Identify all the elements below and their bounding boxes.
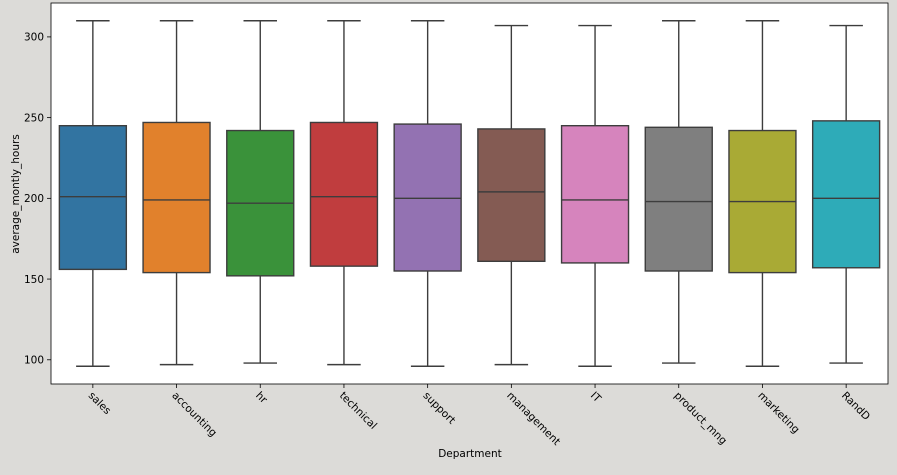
y-tick-label: 300 bbox=[24, 32, 44, 44]
x-axis-label: Department bbox=[438, 448, 502, 460]
y-tick-label: 200 bbox=[24, 193, 44, 205]
x-tick-label: hr bbox=[253, 390, 270, 407]
iqr-box bbox=[560, 124, 630, 264]
iqr-box bbox=[309, 121, 379, 267]
y-axis-label: average_montly_hours bbox=[10, 134, 22, 254]
x-tick-label: accounting bbox=[169, 390, 219, 440]
x-tick-label: technical bbox=[337, 390, 379, 432]
x-tick-label: product_mng bbox=[672, 390, 729, 447]
iqr-box bbox=[644, 126, 713, 272]
box-accounting bbox=[142, 20, 211, 366]
y-tick-label: 250 bbox=[24, 112, 44, 124]
iqr-box bbox=[477, 128, 546, 263]
iqr-box bbox=[393, 123, 462, 272]
iqr-box bbox=[811, 120, 881, 269]
box-hr bbox=[226, 20, 295, 364]
x-tick-label: sales bbox=[86, 390, 113, 417]
box-support bbox=[393, 20, 462, 367]
box-management bbox=[477, 24, 546, 366]
x-tick-label: marketing bbox=[755, 390, 801, 436]
boxes bbox=[58, 20, 881, 367]
box-marketing bbox=[728, 20, 797, 367]
box-IT bbox=[560, 24, 630, 367]
y-tick-label: 150 bbox=[24, 274, 44, 286]
y-axis: 100 150 200 250 300 bbox=[24, 32, 51, 367]
box-sales bbox=[58, 20, 128, 367]
x-tick-label: IT bbox=[588, 390, 604, 406]
iqr-box bbox=[142, 121, 211, 274]
box-technical bbox=[309, 20, 379, 366]
box-product_mng bbox=[644, 20, 713, 364]
x-tick-label: support bbox=[421, 390, 458, 427]
box-RandD bbox=[811, 24, 881, 364]
x-tick-label: management bbox=[504, 390, 562, 448]
iqr-box bbox=[58, 124, 128, 271]
y-tick-label: 100 bbox=[24, 355, 44, 367]
x-axis: sales accounting hr technical support managem… bbox=[86, 384, 872, 448]
x-tick-label: RandD bbox=[839, 390, 872, 423]
